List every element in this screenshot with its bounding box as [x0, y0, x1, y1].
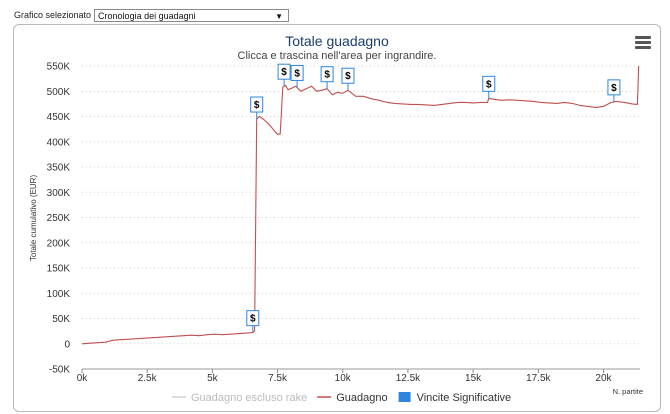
y-tick-label: 50K	[52, 314, 70, 325]
chart-selector-label: Grafico selezionato	[14, 10, 92, 20]
dollar-icon: $	[281, 67, 287, 78]
y-tick-label: 300K	[47, 188, 71, 199]
grid	[82, 65, 640, 370]
y-tick-label: 150K	[47, 264, 71, 275]
y-tick-label: 500K	[47, 87, 71, 98]
significant-win-flag[interactable]: $	[277, 63, 291, 87]
flag-box	[250, 96, 264, 113]
flag-box	[277, 63, 291, 80]
x-tick-label: 17.5k	[526, 373, 551, 384]
flag-box	[246, 310, 260, 327]
flag-box	[341, 67, 355, 84]
y-tick-label: 200K	[47, 238, 71, 249]
flag-box	[607, 79, 621, 96]
legend[interactable]: Guadagno escluso rake Guadagno Vincite Sig…	[172, 392, 511, 404]
x-axis-ticks: 0k 2.5k 5k 7.5k 10k 12.5k 15k 17.5k 20k	[77, 368, 640, 384]
chart-selector-value: Cronologia dei guadagni	[98, 10, 196, 21]
x-tick-label: 15k	[465, 373, 482, 384]
x-tick-label: 7.5k	[268, 373, 288, 384]
y-tick-label: 100K	[47, 289, 71, 300]
significant-win-flag[interactable]: $	[290, 64, 304, 88]
x-axis-title: N. partite	[613, 387, 643, 396]
chart-selector-dropdown[interactable]: Cronologia dei guadagni ▼	[94, 8, 290, 22]
significant-win-flag[interactable]: $	[320, 66, 334, 89]
dollar-icon: $	[254, 100, 260, 111]
legend-label: Guadagno escluso rake	[191, 392, 307, 404]
legend-item[interactable]: Vincite Significative	[398, 392, 512, 404]
legend-item[interactable]: Guadagno escluso rake	[172, 392, 307, 404]
chart-selector-bar: Grafico selezionato Cronologia dei guada…	[0, 6, 670, 24]
significant-win-flag[interactable]: $	[607, 79, 621, 102]
x-tick-label: 10k	[335, 373, 352, 384]
dollar-icon: $	[345, 71, 351, 82]
x-tick-label: 2.5k	[138, 373, 158, 384]
y-tick-label: 350K	[47, 163, 71, 174]
series-line-guadagno[interactable]	[81, 65, 640, 345]
significant-win-flag[interactable]: $	[341, 67, 355, 91]
legend-label: Guadagno	[336, 392, 387, 404]
x-tick-label: 20k	[595, 373, 612, 384]
dollar-icon: $	[294, 68, 300, 79]
y-axis-title: Totale cumulativo (EUR)	[29, 175, 38, 262]
chevron-down-icon: ▼	[275, 11, 284, 21]
hamburger-menu-icon[interactable]	[635, 36, 651, 49]
chart-panel	[13, 24, 661, 412]
flag-box	[290, 64, 304, 81]
flag-box	[482, 75, 496, 92]
flag-box	[320, 66, 334, 83]
dollar-icon: $	[250, 314, 256, 325]
dollar-icon: $	[324, 70, 330, 81]
legend-item[interactable]: Guadagno	[317, 392, 388, 404]
y-tick-label: 400K	[47, 137, 71, 148]
chart-title: Totale guadagno	[285, 33, 389, 49]
legend-label: Vincite Significative	[417, 392, 512, 404]
y-tick-label: 0	[64, 339, 70, 350]
y-tick-label: -50K	[49, 365, 70, 376]
series-layer	[81, 65, 640, 345]
dollar-icon: $	[611, 83, 617, 94]
y-tick-label: 250K	[47, 213, 71, 224]
x-tick-label: 12.5k	[396, 373, 421, 384]
significant-wins-flags: $ $ $ $ $ $ $ $	[246, 63, 621, 333]
x-tick-label: 5k	[207, 373, 219, 384]
y-tick-label: 450K	[47, 112, 71, 123]
chart-subtitle: Clicca e trascina nell'area per ingrandi…	[238, 50, 437, 62]
y-axis-ticks: -50K 0 50K 100K 150K 200K 250K 300K 350K 400K 450K…	[47, 62, 71, 376]
y-tick-label: 550K	[47, 62, 71, 73]
significant-win-flag[interactable]: $	[250, 96, 264, 120]
dollar-icon: $	[486, 79, 492, 90]
significant-win-flag[interactable]: $	[482, 75, 496, 99]
significant-win-flag[interactable]: $	[246, 310, 260, 333]
x-tick-label: 0k	[77, 373, 89, 384]
legend-box-swatch	[398, 392, 411, 402]
